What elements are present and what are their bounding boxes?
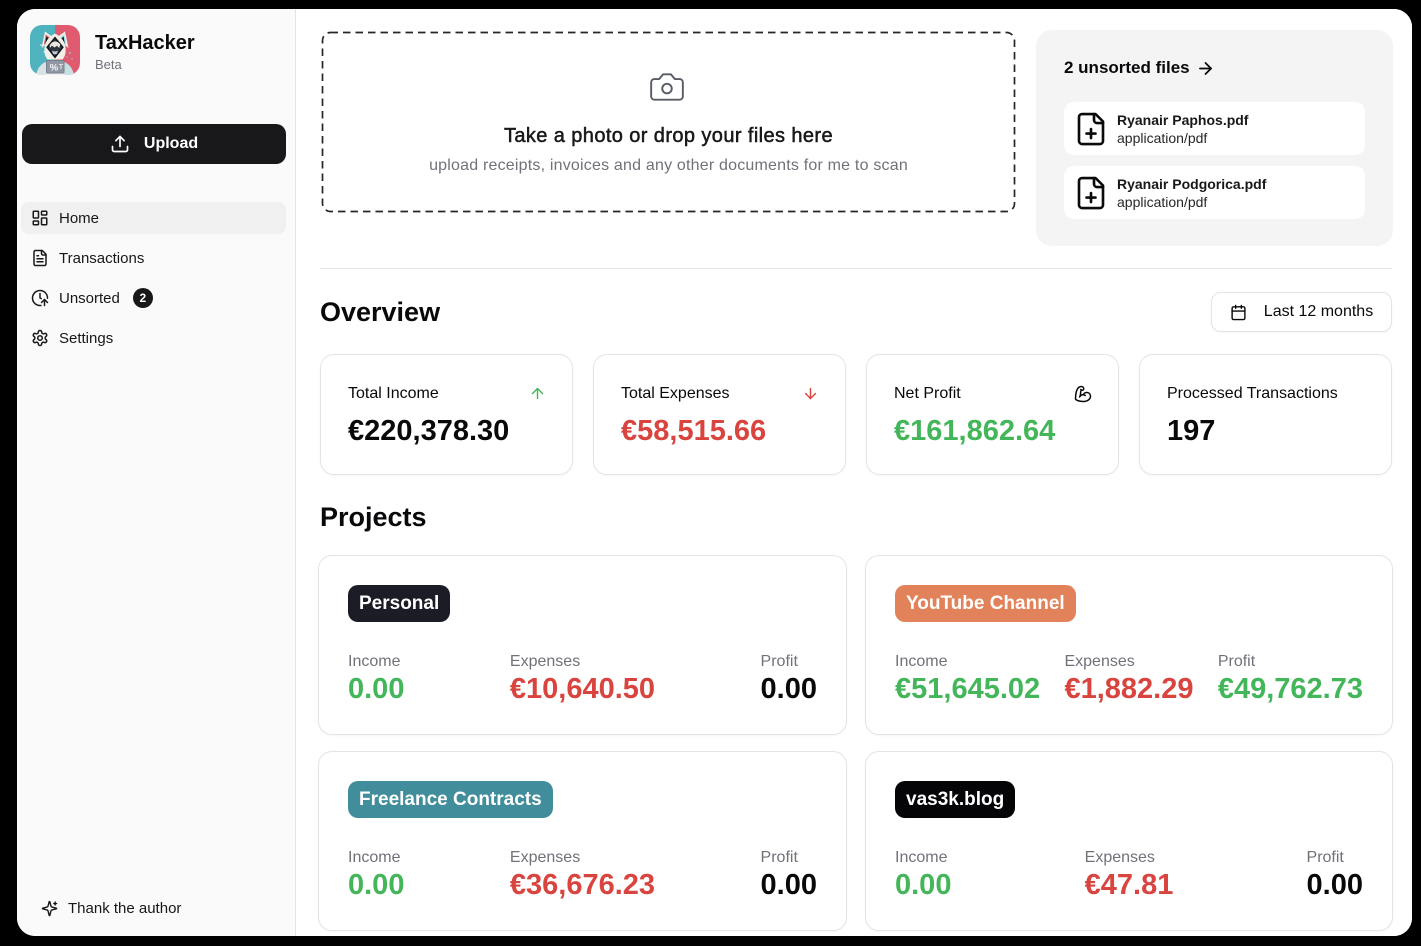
svg-text:T: T bbox=[59, 64, 64, 71]
svg-text:%: % bbox=[50, 63, 59, 74]
